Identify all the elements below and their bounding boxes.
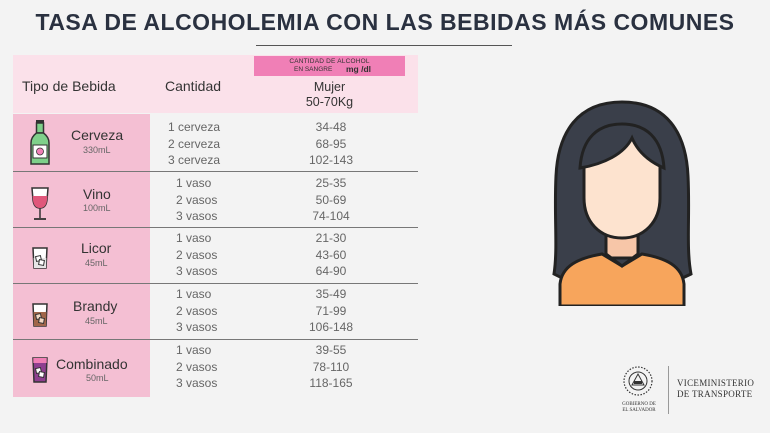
- woman-avatar-icon: [552, 100, 693, 306]
- value-item: 71-99: [315, 303, 347, 318]
- table-row: Cerveza 330mL 1 cerveza 2 cerveza 3 cerv…: [13, 115, 431, 171]
- quantity-list: 1 vaso 2 vasos 3 vasos: [176, 230, 217, 280]
- header-group-gender: Mujer: [313, 80, 346, 94]
- vice-line-2: DE TRANSPORTE: [677, 389, 753, 399]
- alcohol-in-blood-label: CANTIDAD DE ALCOHOL EN SANGRE mg /dl: [254, 56, 405, 76]
- drink-volume: 50mL: [86, 373, 109, 383]
- alcohol-label-line1: CANTIDAD DE ALCOHOL: [289, 58, 370, 65]
- value-item: 74-104: [312, 209, 350, 223]
- government-seal-icon: [623, 366, 653, 396]
- quantity-item: 1 vaso: [176, 343, 212, 357]
- drink-volume: 45mL: [85, 258, 108, 268]
- page-title: TASA DE ALCOHOLEMIA CON LAS BEBIDAS MÁS …: [35, 9, 735, 35]
- quantity-item: 1 vaso: [176, 231, 212, 245]
- quantity-list: 1 vaso 2 vasos 3 vasos: [176, 342, 217, 392]
- value-item: 118-165: [309, 376, 353, 390]
- quantity-item: 2 vasos: [176, 359, 218, 374]
- quantity-item: 2 vasos: [176, 192, 218, 207]
- header-group-weight: 50-70Kg: [305, 95, 354, 109]
- quantity-item: 2 cerveza: [168, 136, 221, 151]
- vice-ministry-name: VICEMINISTERIO DE TRANSPORTE: [677, 378, 754, 400]
- quantity-item: 3 vasos: [176, 376, 218, 390]
- gov-line-1: GOBIERNO DE: [622, 402, 656, 407]
- drink-volume: 330mL: [83, 145, 111, 155]
- quantity-item: 1 cerveza: [168, 120, 221, 134]
- value-item: 64-90: [315, 264, 347, 278]
- header-drink-type: Tipo de Bebida: [22, 78, 116, 94]
- value-item: 39-55: [315, 343, 347, 357]
- quantity-item: 1 vaso: [176, 176, 212, 190]
- value-item: 25-35: [315, 176, 347, 190]
- header-group: Mujer 50-70Kg: [254, 80, 405, 110]
- drink-name: Combinado: [56, 356, 128, 372]
- table-row: Combinado 50mL 1 vaso 2 vasos 3 vasos 39…: [13, 340, 431, 396]
- quantity-item: 2 vasos: [176, 247, 218, 262]
- row-divider: [13, 227, 418, 228]
- value-item: 102-143: [308, 153, 354, 167]
- government-name: GOBIERNO DE EL SALVADOR: [619, 402, 659, 414]
- table-row: Licor 45mL 1 vaso 2 vasos 3 vasos 21-30 …: [13, 228, 431, 284]
- title-divider: [256, 45, 512, 46]
- liquor-glass-icon: [32, 247, 48, 269]
- row-divider: [13, 283, 418, 284]
- drink-name: Cerveza: [71, 127, 124, 143]
- quantity-item: 3 vasos: [176, 264, 218, 278]
- vice-line-1: VICEMINISTERIO: [677, 378, 755, 388]
- value-item: 106-148: [308, 320, 354, 334]
- value-list: 21-30 43-60 64-90: [256, 230, 406, 280]
- value-list: 39-55 78-110 118-165: [256, 342, 406, 392]
- row-divider: [13, 171, 418, 172]
- table-row: Vino 100mL 1 vaso 2 vasos 3 vasos 25-35 …: [13, 172, 431, 228]
- quantity-list: 1 vaso 2 vasos 3 vasos: [176, 175, 217, 225]
- alcohol-unit: mg /dl: [346, 64, 372, 74]
- value-item: 35-49: [315, 287, 347, 301]
- beer-bottle-icon: [30, 120, 50, 165]
- value-item: 43-60: [315, 247, 347, 262]
- drink-name: Vino: [83, 186, 111, 202]
- value-list: 35-49 71-99 106-148: [256, 286, 406, 336]
- quantity-item: 3 vasos: [176, 320, 218, 334]
- value-item: 78-110: [312, 359, 350, 374]
- row-divider: [13, 339, 418, 340]
- mixed-drink-icon: [32, 357, 48, 383]
- value-item: 34-48: [315, 120, 347, 134]
- drink-volume: 100mL: [83, 203, 111, 213]
- value-item: 21-30: [315, 231, 347, 245]
- quantity-item: 2 vasos: [176, 303, 218, 318]
- value-list: 25-35 50-69 74-104: [256, 175, 406, 225]
- quantity-item: 1 vaso: [176, 287, 212, 301]
- drink-name: Licor: [81, 240, 112, 256]
- drink-volume: 45mL: [85, 316, 108, 326]
- value-item: 68-95: [315, 136, 347, 151]
- footer-divider: [668, 366, 669, 414]
- value-list: 34-48 68-95 102-143: [256, 119, 406, 169]
- quantity-list: 1 vaso 2 vasos 3 vasos: [176, 286, 217, 336]
- alcohol-label-line2: EN SANGRE: [294, 66, 333, 73]
- drink-name: Brandy: [73, 298, 118, 314]
- wine-glass-icon: [31, 187, 49, 220]
- quantity-item: 3 vasos: [176, 209, 218, 223]
- gov-line-2: EL SALVADOR: [622, 408, 656, 413]
- quantity-list: 1 cerveza 2 cerveza 3 cerveza: [168, 119, 220, 169]
- brandy-glass-icon: [32, 303, 48, 327]
- table-row: Brandy 45mL 1 vaso 2 vasos 3 vasos 35-49…: [13, 284, 431, 340]
- header-quantity: Cantidad: [165, 78, 222, 94]
- quantity-item: 3 cerveza: [168, 153, 221, 167]
- value-item: 50-69: [315, 192, 347, 207]
